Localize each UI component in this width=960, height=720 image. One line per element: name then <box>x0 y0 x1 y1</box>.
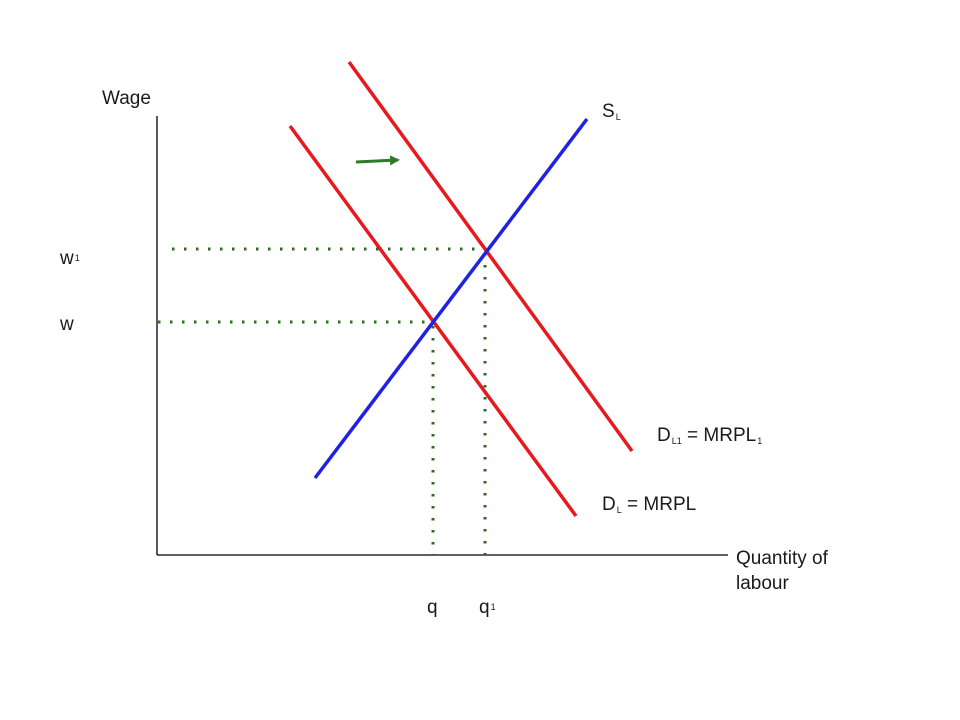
demand-original-main: D <box>602 494 616 515</box>
w1-main: w <box>59 248 74 269</box>
x-axis-label-line1: Quantity of <box>736 548 829 569</box>
w-tick-label: w <box>59 314 74 335</box>
supply-label-main: S <box>602 101 615 122</box>
w1-sub: 1 <box>75 253 80 263</box>
q1-sub: 1 <box>491 602 496 612</box>
demand-original-rest: = MRPL <box>622 494 696 515</box>
demand-new-rest: = MRPL <box>682 425 756 446</box>
demand-new-rest-sub: 1 <box>757 436 762 446</box>
demand-new-sub: L1 <box>672 436 682 446</box>
q1-tick-label: q1 <box>479 597 496 618</box>
y-axis-label: Wage <box>102 88 151 109</box>
w1-tick-label: w1 <box>59 248 80 269</box>
demand-curve-new <box>347 60 634 453</box>
demand-new-label: DL1 = MRPL1 <box>657 425 762 446</box>
x-axis-label-line2: labour <box>736 573 789 594</box>
demand-original-sub: L <box>617 505 622 515</box>
supply-curve-label: SL <box>602 101 621 122</box>
supply-curve <box>313 117 589 480</box>
demand-original-label: DL = MRPL <box>602 494 696 515</box>
supply-label-sub: L <box>616 112 621 122</box>
q1-main: q <box>479 597 490 618</box>
shift-arrow <box>355 155 400 166</box>
q-tick-label: q <box>427 597 438 618</box>
demand-new-main: D <box>657 425 671 446</box>
